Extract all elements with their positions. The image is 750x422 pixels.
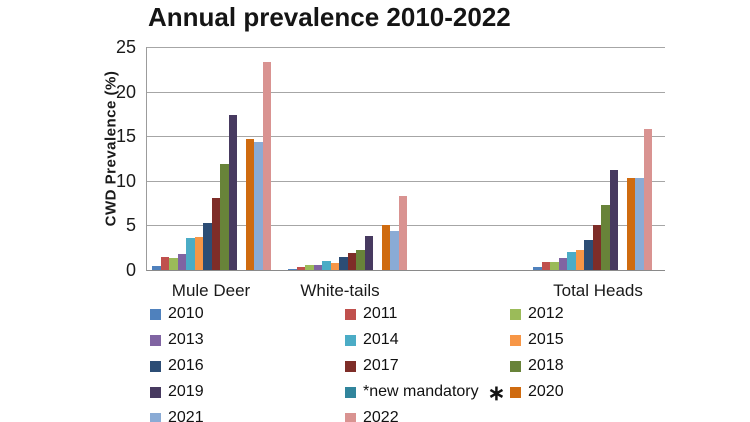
bar-white-tails-2016: [339, 256, 348, 270]
bar-white-tails-2010: [288, 269, 297, 270]
legend-item-2013: 2013: [150, 329, 204, 351]
gridline-20: [147, 91, 665, 93]
category-label-white-tails: White-tails: [300, 281, 380, 300]
bar-mule-deer-2013: [177, 253, 186, 270]
legend-item-2016: 2016: [150, 355, 204, 377]
bar-white-tails-2021: [390, 230, 399, 270]
legend-swatch-2017: [345, 360, 356, 372]
bar-total-heads-2012: [550, 262, 559, 270]
legend-item-2011: 2011: [345, 303, 397, 325]
bar-total-heads-2011: [541, 262, 550, 270]
legend-swatch-new-mandatory: [345, 386, 356, 398]
category-label-mule-deer: Mule Deer: [171, 281, 251, 300]
legend-item-2014: 2014: [345, 329, 399, 351]
legend-swatch-2011: [345, 308, 356, 320]
bar-total-heads-2018: [601, 204, 610, 270]
bar-white-tails-2011: [296, 267, 305, 270]
y-tick-label-15: 15: [115, 126, 136, 147]
bar-total-heads-2010: [533, 267, 542, 270]
category-label-total-heads: Total Heads: [553, 281, 643, 300]
gridline-10: [147, 180, 665, 182]
bar-mule-deer-2017: [211, 197, 220, 270]
legend-swatch-2014: [345, 334, 356, 346]
bar-white-tails-2015: [330, 262, 339, 270]
bar-mule-deer-2018: [220, 163, 229, 270]
legend-swatch-2021: [150, 412, 161, 422]
legend-label-2014: 2014: [363, 331, 399, 348]
bar-mule-deer-2020: [245, 138, 254, 270]
bar-total-heads-2021: [635, 178, 644, 270]
legend-swatch-2018: [510, 360, 521, 372]
bar-total-heads-2020: [626, 178, 635, 270]
legend-swatch-2010: [150, 308, 161, 320]
bar-white-tails-2012: [305, 264, 314, 270]
legend-label-2013: 2013: [168, 331, 204, 348]
y-tick-label-10: 10: [115, 170, 136, 191]
legend-label-2015: 2015: [528, 331, 564, 348]
legend-label-2010: 2010: [168, 305, 204, 322]
legend-label-2011: 2011: [363, 305, 398, 322]
legend-item-2010: 2010: [150, 303, 204, 325]
bar-mule-deer-2012: [169, 258, 178, 270]
legend-label-2019: 2019: [168, 383, 204, 400]
bar-white-tails-2013: [313, 264, 322, 270]
y-tick-label-0: 0: [125, 260, 136, 280]
legend-label-2021: 2021: [168, 409, 204, 422]
bar-mule-deer-2022: [262, 62, 271, 270]
legend-swatch-2019: [150, 386, 161, 398]
chart-title: Annual prevalence 2010-2022: [148, 2, 511, 32]
legend-item-2015: 2015: [510, 329, 564, 351]
bar-mule-deer-2021: [254, 142, 263, 270]
legend-swatch-2015: [510, 334, 521, 346]
legend-label-2022: 2022: [363, 409, 399, 422]
bar-mule-deer-2010: [152, 265, 161, 270]
legend-label-new-mandatory: *new mandatory: [363, 383, 479, 400]
bar-mule-deer-2016: [203, 222, 212, 270]
bar-white-tails-2022: [398, 196, 407, 270]
gridline-15: [147, 136, 665, 138]
bar-total-heads-2015: [575, 250, 584, 270]
legend-swatch-2013: [150, 334, 161, 346]
legend-item-new-mandatory: *new mandatory ∗: [345, 381, 506, 405]
legend-label-2012: 2012: [528, 305, 564, 322]
bar-total-heads-2013: [558, 258, 567, 270]
plot-area: [146, 47, 665, 271]
y-tick-label-5: 5: [125, 215, 136, 236]
bar-mule-deer-2019: [228, 114, 237, 270]
legend-label-2016: 2016: [168, 357, 204, 374]
legend-item-2022: 2022: [345, 407, 399, 422]
bar-total-heads-2017: [592, 224, 601, 270]
legend-label-2018: 2018: [528, 357, 564, 374]
bar-total-heads-2022: [643, 129, 652, 270]
bar-mule-deer-2011: [160, 256, 169, 270]
legend-item-2017: 2017: [345, 355, 399, 377]
legend-swatch-2012: [510, 308, 521, 320]
legend-item-2012: 2012: [510, 303, 564, 325]
y-tick-label-20: 20: [115, 81, 136, 102]
legend-label-2017: 2017: [363, 357, 399, 374]
legend-label-2020: 2020: [528, 383, 564, 400]
bar-white-tails-2020: [381, 225, 390, 270]
bar-mule-deer-2014: [186, 237, 195, 270]
legend-swatch-2020: [510, 386, 521, 398]
legend-item-2018: 2018: [510, 355, 564, 377]
bar-mule-deer-2015: [194, 237, 203, 270]
legend-item-2020: 2020: [510, 381, 564, 403]
gridline-25: [147, 47, 665, 48]
bar-white-tails-2018: [356, 249, 365, 270]
legend-item-2021: 2021: [150, 407, 204, 422]
bar-white-tails-2017: [347, 253, 356, 270]
y-tick-label-25: 25: [115, 37, 136, 57]
asterisk-icon: ∗: [487, 381, 506, 405]
bar-white-tails-2019: [364, 236, 373, 270]
bar-total-heads-2016: [584, 239, 593, 270]
bar-total-heads-2014: [567, 252, 576, 270]
legend-swatch-2016: [150, 360, 161, 372]
bar-white-tails-2014: [322, 261, 331, 270]
legend-swatch-2022: [345, 412, 356, 422]
legend-item-2019: 2019: [150, 381, 204, 403]
bar-total-heads-2019: [609, 170, 618, 270]
